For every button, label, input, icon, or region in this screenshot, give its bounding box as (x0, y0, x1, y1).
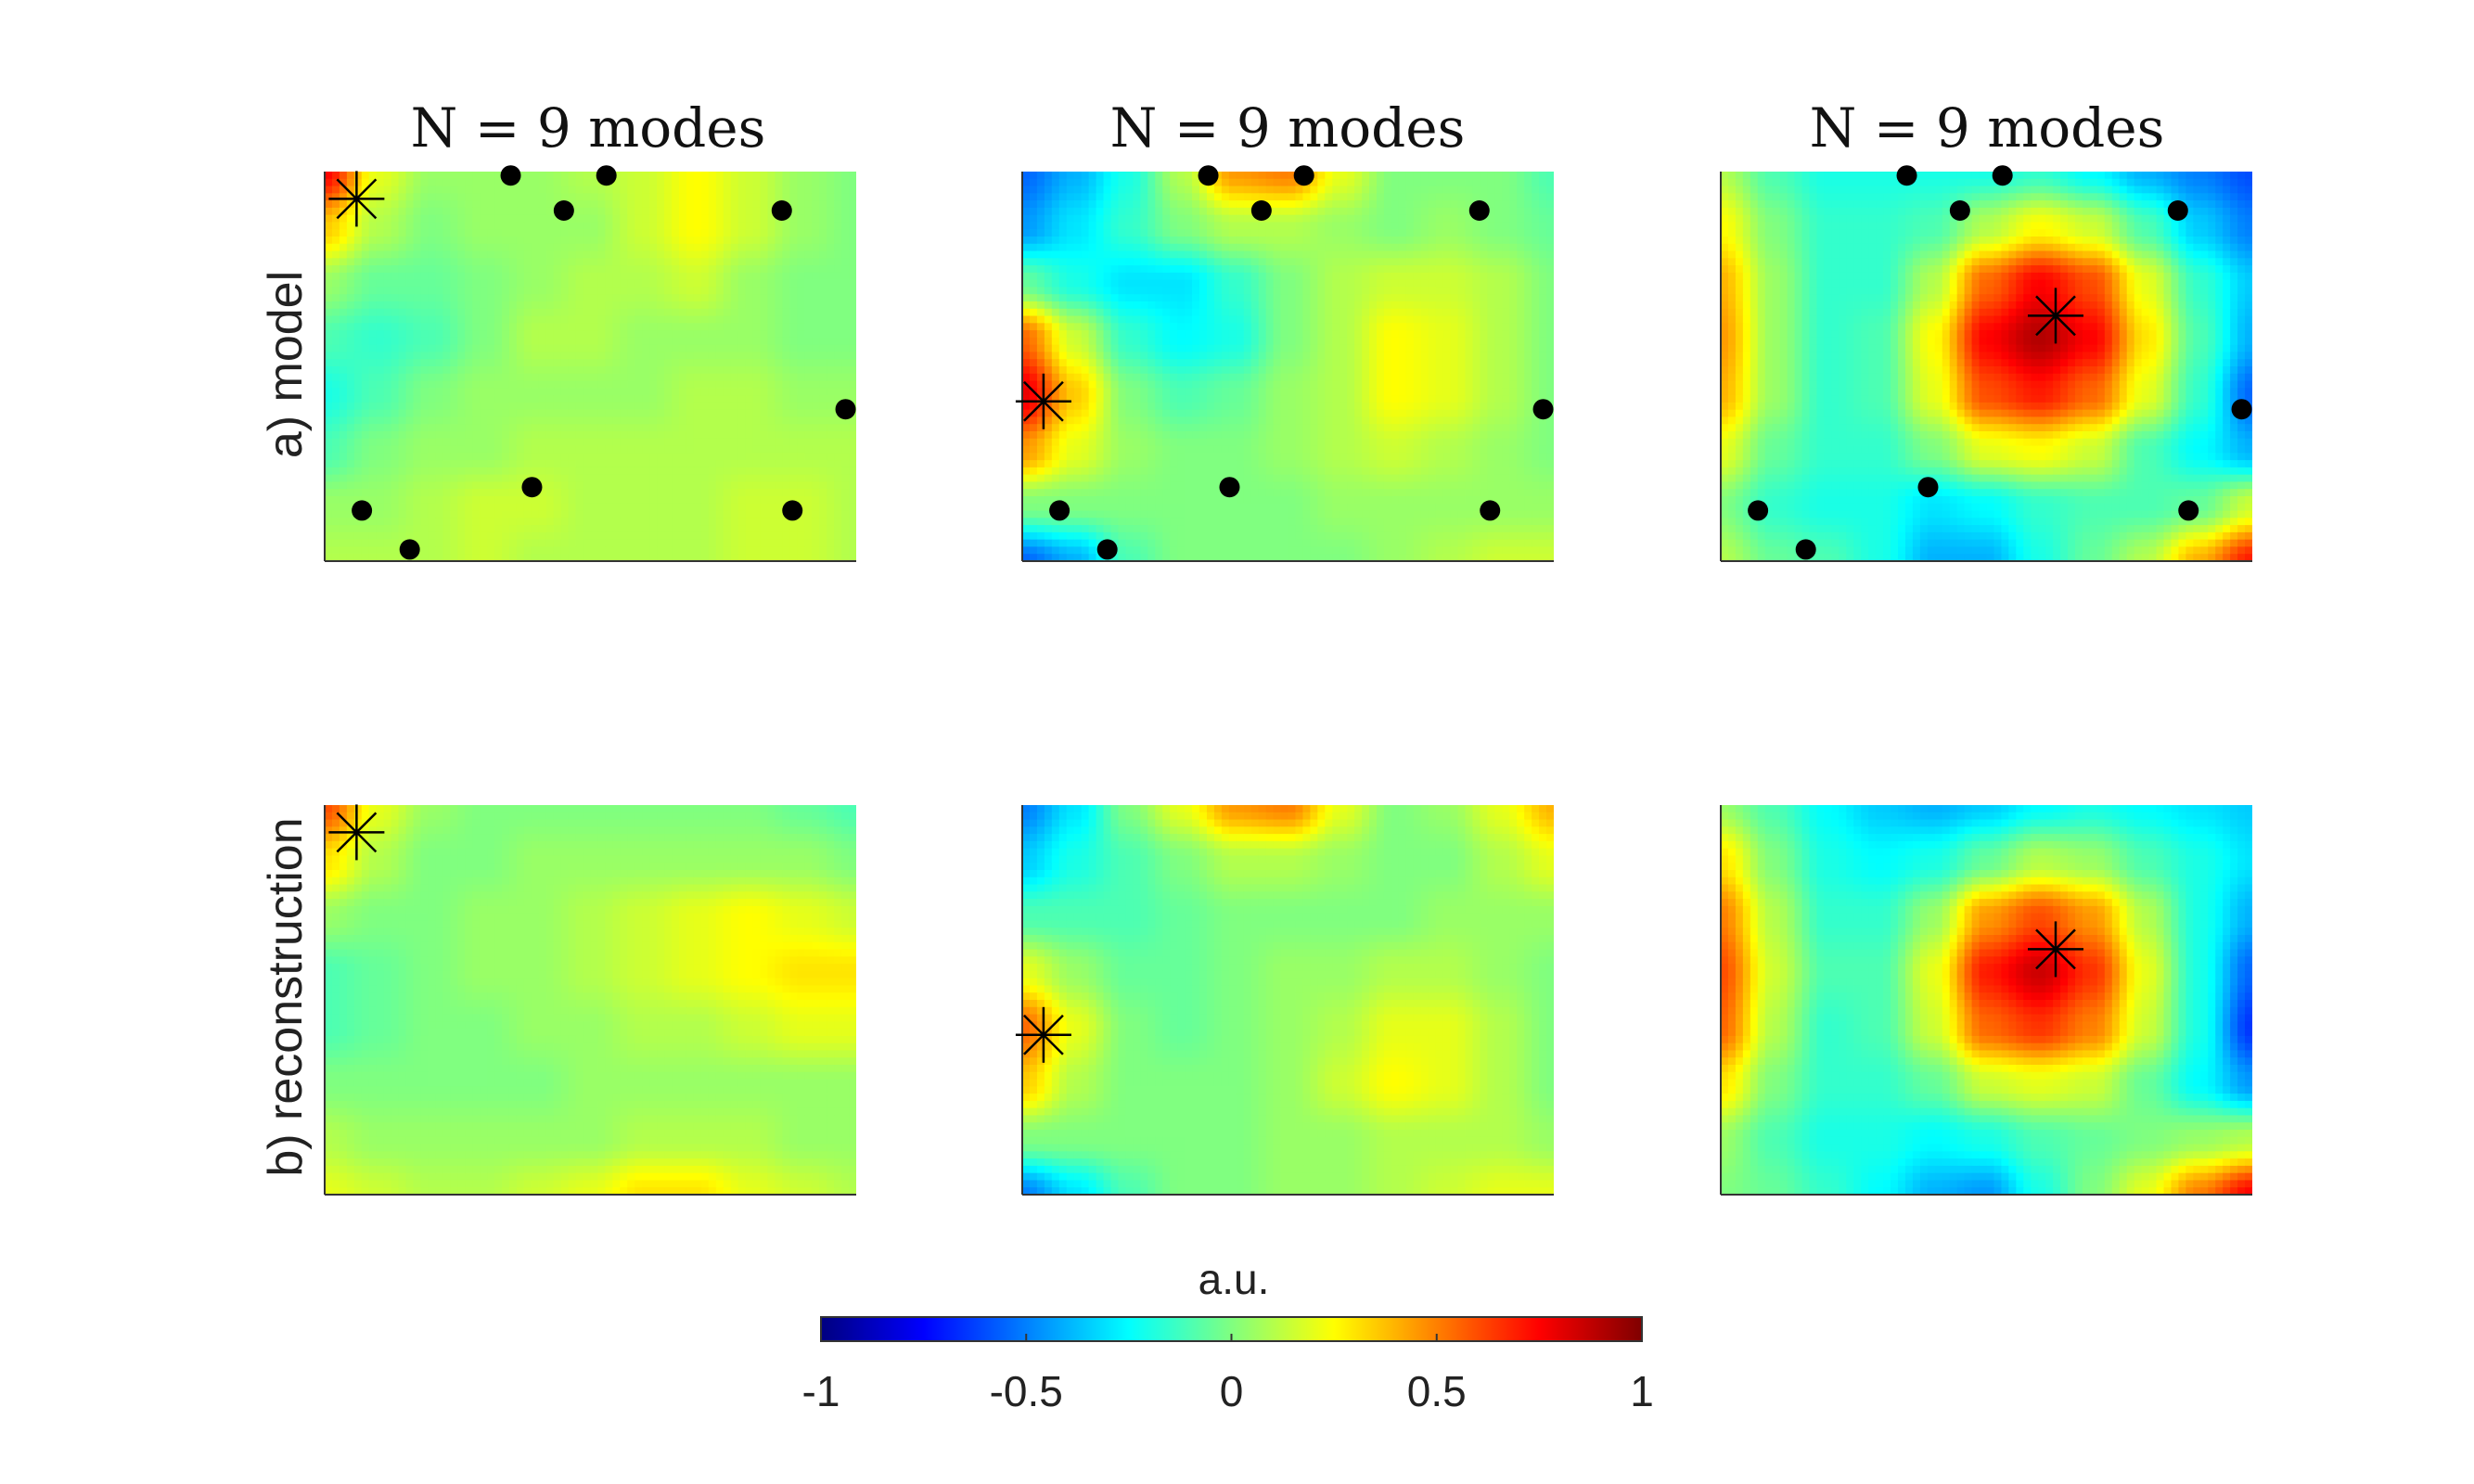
colorbar-tick-label: -0.5 (990, 1367, 1063, 1415)
sensor-point (1096, 539, 1118, 560)
column-title-1: N = 9 modes (411, 96, 766, 160)
sensor-point (1198, 165, 1219, 186)
source-star-marker (1015, 373, 1071, 429)
colorbar: -1 -0.5 0 0.5 1 (802, 1316, 1654, 1415)
panel-reconstruction-2 (1015, 805, 1554, 1196)
source-star-marker (328, 804, 385, 861)
sensor-point (500, 165, 521, 186)
source-star-marker (2027, 288, 2083, 344)
panel-model-1 (324, 165, 856, 562)
panel-model-2 (1015, 165, 1554, 562)
sensor-point (1480, 500, 1501, 521)
sensor-point (596, 165, 617, 186)
colorbar-tick-label: 1 (1630, 1367, 1654, 1415)
sensor-point (1219, 477, 1240, 498)
sensor-point (2167, 200, 2188, 221)
colorbar-tick-label: 0 (1220, 1367, 1244, 1415)
sensor-point (2231, 399, 2252, 420)
sensor-point (553, 200, 574, 221)
sensor-point (1949, 200, 1970, 221)
source-star-marker (328, 171, 385, 227)
column-title-3: N = 9 modes (1810, 96, 2165, 160)
sensor-point (1748, 500, 1769, 521)
sensor-point (1795, 539, 1816, 560)
colorbar-label: a.u. (1199, 1255, 1270, 1303)
sensor-point (1896, 165, 1917, 186)
row-label-reconstruction: b) reconstruction (259, 817, 313, 1176)
sensor-point (835, 399, 856, 420)
sensor-point (1049, 500, 1070, 521)
sensor-point (771, 200, 792, 221)
source-star-marker (2027, 921, 2083, 978)
row-label-model: a) model (259, 271, 313, 458)
column-title-2: N = 9 modes (1110, 96, 1466, 160)
sensor-point (399, 539, 420, 560)
sensor-point (1917, 477, 1939, 498)
panel-model-3 (1720, 165, 2252, 562)
sensor-point (782, 500, 803, 521)
panel-reconstruction-1 (324, 804, 856, 1196)
heatmap-field (325, 805, 856, 1195)
heatmap-field (1022, 172, 1554, 561)
sensor-point (521, 477, 543, 498)
heatmap-field (1022, 805, 1554, 1195)
sensor-point (1250, 200, 1272, 221)
panel-reconstruction-3 (1720, 805, 2252, 1196)
sensor-point (1532, 399, 1554, 420)
sensor-point (1468, 200, 1490, 221)
heatmap-field (325, 172, 856, 561)
sensor-point (1293, 165, 1314, 186)
heatmap-field (1721, 172, 2252, 561)
colorbar-tick-label: -1 (802, 1367, 840, 1415)
colorbar-tick-label: 0.5 (1407, 1367, 1467, 1415)
sensor-point (1992, 165, 2013, 186)
heatmap-field (1721, 805, 2252, 1195)
sensor-point (2178, 500, 2199, 521)
source-star-marker (1015, 1006, 1071, 1063)
sensor-point (352, 500, 373, 521)
